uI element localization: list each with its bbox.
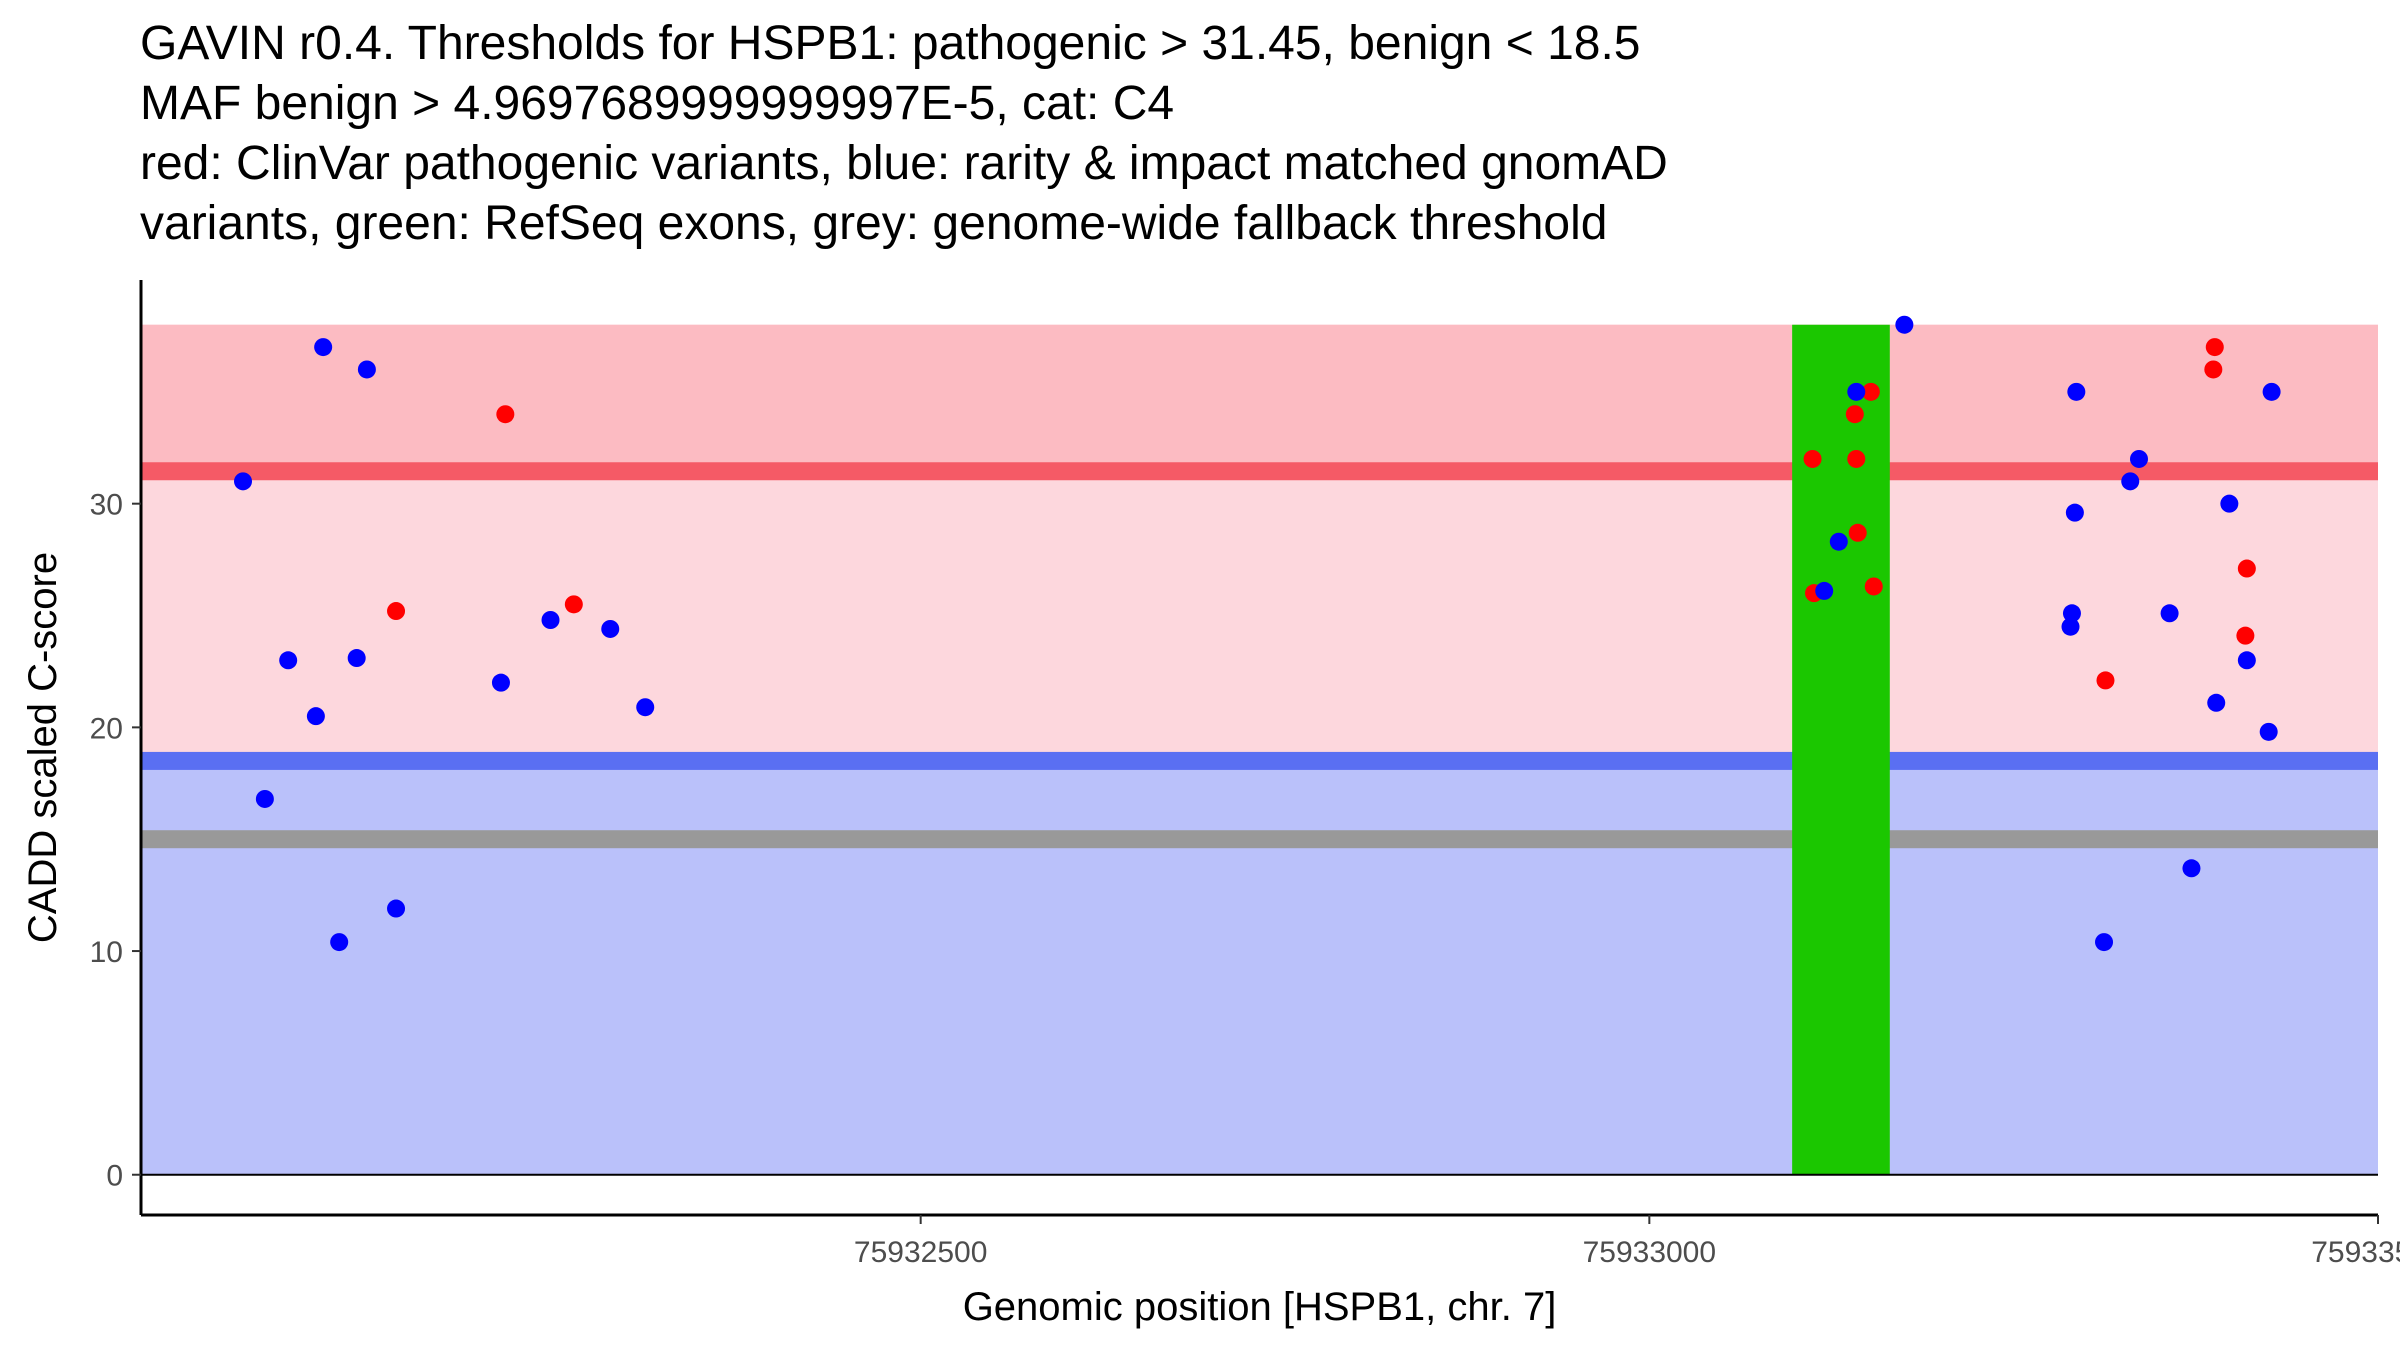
x-tick-label-75932500: 75932500: [854, 1236, 987, 1269]
title-line-1: GAVIN r0.4. Thresholds for HSPB1: pathog…: [140, 17, 1641, 70]
fallback-threshold-line: [141, 830, 2378, 849]
gnomad-point-21: [2095, 933, 2114, 952]
y-tick-label-20: 20: [90, 712, 123, 745]
clinvar-point-2: [564, 595, 583, 614]
pathogenic-strong-region: [141, 324, 2378, 472]
title-line-4: variants, green: RefSeq exons, grey: gen…: [140, 197, 1608, 250]
x-tick-label-75933500: 75933500: [2311, 1236, 2400, 1269]
clinvar-point-0: [496, 405, 515, 424]
x-tick-label-75933000: 75933000: [1583, 1236, 1716, 1269]
gnomad-point-11: [601, 619, 620, 638]
gnomad-point-25: [2182, 859, 2201, 878]
benign-region: [141, 760, 2378, 1175]
clinvar-point-1: [387, 602, 406, 621]
gnomad-point-10: [541, 611, 560, 629]
clinvar-point-12: [2204, 360, 2223, 379]
gnomad-point-12: [636, 698, 655, 717]
y-tick-label-10: 10: [90, 936, 123, 969]
gnomad-point-8: [387, 899, 406, 918]
benign-threshold-line: [141, 751, 2378, 770]
title-line-3: red: ClinVar pathogenic variants, blue: …: [140, 137, 1668, 190]
gnomad-point-28: [2237, 651, 2256, 670]
y-tick-label-30: 30: [90, 489, 123, 522]
clinvar-point-14: [2236, 626, 2255, 645]
gnomad-point-1: [255, 789, 274, 808]
gnomad-point-30: [2259, 722, 2278, 741]
clinvar-point-13: [2237, 559, 2256, 578]
gnomad-point-3: [306, 707, 325, 726]
gnomad-point-26: [2207, 693, 2226, 712]
clinvar-point-3: [1803, 449, 1822, 468]
clinvar-point-10: [2096, 671, 2115, 690]
gnomad-point-20: [2061, 617, 2080, 636]
gnomad-point-23: [2129, 449, 2148, 468]
gnomad-point-27: [2220, 494, 2239, 513]
gnomad-point-14: [1829, 532, 1848, 551]
gnomad-point-9: [491, 673, 510, 692]
gnomad-point-15: [1847, 382, 1866, 401]
gnomad-point-2: [279, 651, 298, 670]
gnomad-point-24: [2160, 604, 2179, 623]
gnomad-point-16: [1895, 315, 1914, 334]
gnomad-point-4: [314, 338, 333, 357]
clinvar-point-11: [2205, 338, 2224, 357]
clinvar-point-9: [1864, 577, 1883, 596]
clinvar-point-6: [1847, 449, 1866, 468]
gnomad-point-5: [330, 933, 349, 952]
gnomad-point-6: [347, 649, 366, 668]
y-axis-title: CADD scaled C-score: [21, 552, 65, 943]
gnomad-point-22: [2121, 472, 2140, 491]
gnomad-point-0: [234, 472, 253, 491]
gnomad-point-17: [2067, 382, 2086, 401]
pathogenic-threshold-line: [141, 462, 2378, 481]
gnomad-point-13: [1815, 581, 1834, 600]
gnomad-point-19: [2062, 604, 2081, 623]
y-tick-label-0: 0: [106, 1160, 123, 1193]
chart-title: GAVIN r0.4. Thresholds for HSPB1: pathog…: [140, 14, 2380, 254]
title-line-2: MAF benign > 4.9697689999999997E-5, cat:…: [140, 77, 1175, 130]
clinvar-point-7: [1848, 523, 1867, 542]
gnomad-point-7: [357, 360, 376, 379]
clinvar-point-4: [1845, 405, 1864, 424]
gnomad-point-18: [2065, 503, 2084, 522]
clinvar-point-5: [1861, 382, 1880, 401]
x-axis-title: Genomic position [HSPB1, chr. 7]: [963, 1285, 1557, 1329]
gnomad-point-29: [2262, 382, 2281, 401]
